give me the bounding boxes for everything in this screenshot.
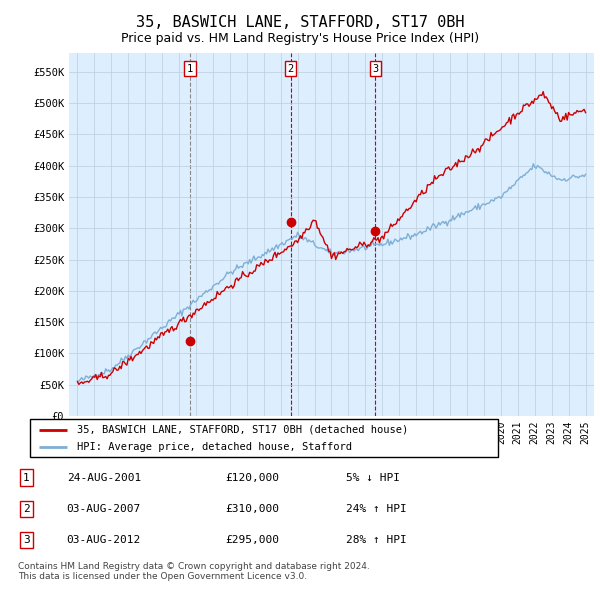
Text: 28% ↑ HPI: 28% ↑ HPI bbox=[346, 535, 407, 545]
Text: Contains HM Land Registry data © Crown copyright and database right 2024.
This d: Contains HM Land Registry data © Crown c… bbox=[18, 562, 370, 581]
Text: 35, BASWICH LANE, STAFFORD, ST17 0BH: 35, BASWICH LANE, STAFFORD, ST17 0BH bbox=[136, 15, 464, 30]
Text: £120,000: £120,000 bbox=[225, 473, 279, 483]
Text: Price paid vs. HM Land Registry's House Price Index (HPI): Price paid vs. HM Land Registry's House … bbox=[121, 32, 479, 45]
Text: 35, BASWICH LANE, STAFFORD, ST17 0BH (detached house): 35, BASWICH LANE, STAFFORD, ST17 0BH (de… bbox=[77, 425, 408, 435]
Text: 1: 1 bbox=[187, 64, 193, 74]
Text: 5% ↓ HPI: 5% ↓ HPI bbox=[346, 473, 400, 483]
Text: 24-AUG-2001: 24-AUG-2001 bbox=[67, 473, 141, 483]
Text: 3: 3 bbox=[372, 64, 379, 74]
Text: £295,000: £295,000 bbox=[225, 535, 279, 545]
Text: 3: 3 bbox=[23, 535, 30, 545]
Text: 2: 2 bbox=[287, 64, 294, 74]
Text: HPI: Average price, detached house, Stafford: HPI: Average price, detached house, Staf… bbox=[77, 441, 352, 451]
Text: 03-AUG-2012: 03-AUG-2012 bbox=[67, 535, 141, 545]
Text: 2: 2 bbox=[23, 504, 30, 514]
Text: £310,000: £310,000 bbox=[225, 504, 279, 514]
Text: 03-AUG-2007: 03-AUG-2007 bbox=[67, 504, 141, 514]
Text: 1: 1 bbox=[23, 473, 30, 483]
Text: 24% ↑ HPI: 24% ↑ HPI bbox=[346, 504, 407, 514]
